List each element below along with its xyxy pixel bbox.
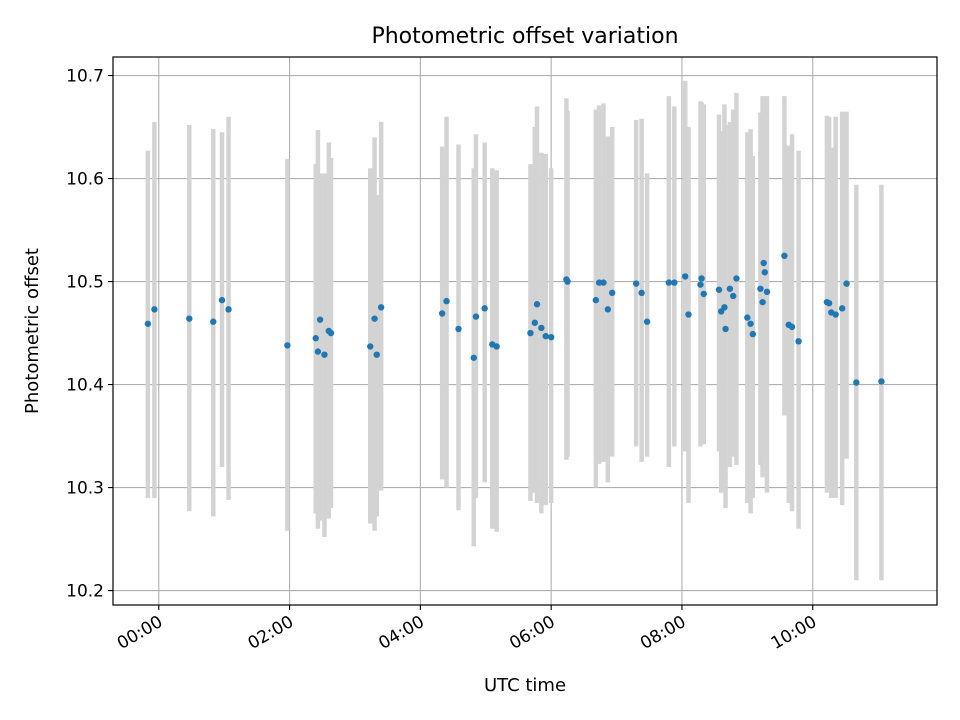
data-point [321,351,328,358]
data-point [665,279,673,286]
data-point [698,275,705,282]
data-point [761,269,768,276]
data-point [722,325,729,333]
data-point [638,289,645,297]
data-point [697,281,704,288]
data-point [643,318,651,325]
data-point [604,306,612,313]
data-point [472,313,480,320]
data-point [218,296,226,304]
data-point [533,301,541,308]
data-point [747,320,754,327]
data-point [744,314,751,321]
data-point [781,252,788,260]
data-point [682,273,689,280]
data-point [284,342,291,349]
data-point [314,348,322,355]
data-point [600,279,607,286]
data-point [547,333,555,341]
data-point [853,379,860,386]
data-point [144,320,152,327]
data-point [795,338,802,345]
data-point [715,286,723,293]
data-point [759,298,766,306]
data-point [825,299,833,307]
data-point [527,329,534,337]
data-point [151,306,158,313]
data-point [832,311,839,318]
x-axis-label: UTC time [484,675,566,696]
data-point [225,306,232,313]
y-tick-label: 10.5 [66,273,104,293]
data-point [788,323,796,331]
data-point [531,319,539,326]
y-tick-label: 10.3 [66,479,104,499]
data-point [371,315,378,322]
data-point [186,315,193,322]
data-point [538,324,545,332]
data-point [760,259,767,267]
data-point [726,285,734,292]
y-axis-label: Photometric offset [22,248,43,414]
data-point [438,310,446,317]
data-point [455,325,462,333]
data-point [316,316,324,323]
y-tick-label: 10.4 [66,376,104,396]
y-tick-label: 10.7 [66,67,104,87]
data-point [685,311,692,318]
data-point [592,296,600,304]
data-point [493,343,500,350]
data-point [564,278,571,285]
y-tick-label: 10.6 [66,170,104,190]
data-point [542,332,549,340]
data-point [481,305,488,312]
data-points [144,252,885,386]
data-point [312,335,319,342]
data-point [373,351,380,358]
data-point [632,280,640,287]
data-point [377,304,385,311]
data-point [443,297,450,305]
data-point [671,279,678,286]
data-point [878,378,885,385]
y-tick-label: 10.2 [66,582,104,602]
data-point [843,280,850,287]
data-point [470,354,477,361]
data-point [757,285,764,292]
data-point [749,330,756,338]
data-point [700,290,707,298]
data-point [733,275,740,282]
data-point [721,304,728,311]
data-point [327,329,335,337]
data-point [729,292,737,300]
data-point [367,343,374,350]
plot-frame [112,56,938,606]
chart-title: Photometric offset variation [371,24,678,49]
data-point [763,288,771,296]
data-point [608,289,616,297]
data-point [838,305,846,312]
data-point [210,318,217,325]
y-axis-ticks: 10.2 10.3 10.4 10.5 10.6 10.7 [66,67,113,602]
